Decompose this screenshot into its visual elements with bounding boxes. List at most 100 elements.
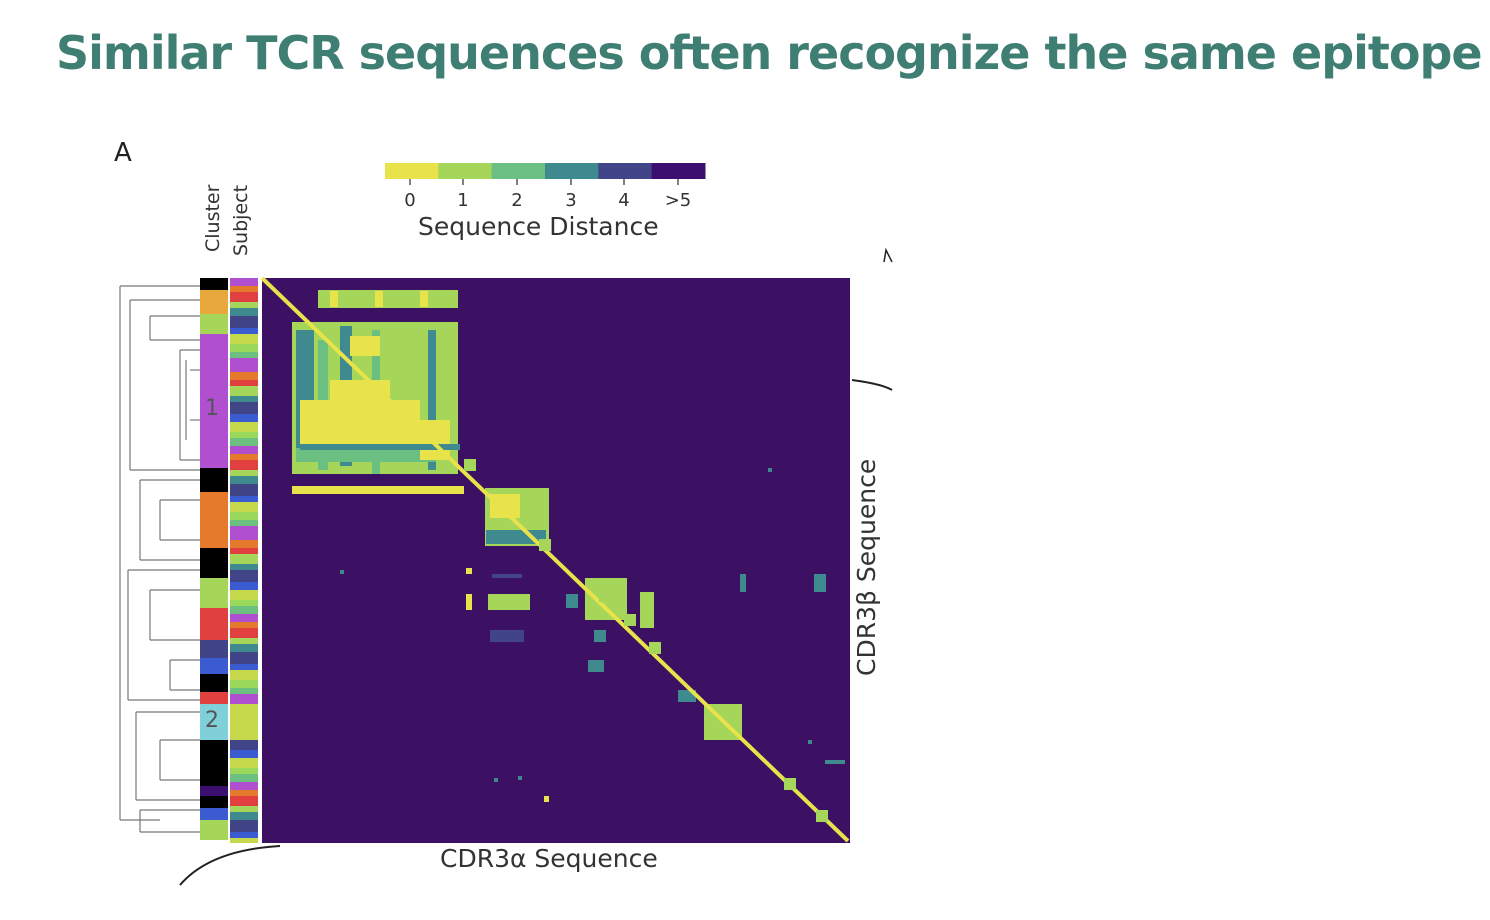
- colorbar-swatch-0: [385, 163, 439, 179]
- off-diagonal-cell-18: [300, 444, 460, 450]
- subject-band-49: [230, 688, 258, 694]
- colorbar-label: Sequence Distance: [418, 212, 659, 241]
- subject-band-46: [230, 664, 258, 670]
- subject-band-27: [230, 502, 258, 512]
- cluster-band-18: [200, 820, 228, 840]
- subject-band-14: [230, 396, 258, 402]
- diagonal-box-2: [649, 642, 661, 654]
- subject-band-2: [230, 292, 258, 302]
- subject-band-21: [230, 454, 258, 460]
- subject-band-35: [230, 570, 258, 582]
- subject-band-48: [230, 680, 258, 688]
- subject-band-15: [230, 402, 258, 414]
- subject-band-26: [230, 496, 258, 502]
- subject-band-cluster2: [230, 704, 258, 740]
- cluster-band-17: [200, 808, 228, 820]
- subject-band-57: [230, 758, 258, 768]
- subject-band-19: [230, 438, 258, 446]
- off-diagonal-cell-6: [588, 660, 604, 672]
- right-curve-mark: [851, 379, 893, 391]
- subject-band-61: [230, 790, 258, 796]
- off-diagonal-cell-17: [518, 776, 522, 780]
- subject-band-39: [230, 606, 258, 614]
- cluster-band-1: [200, 302, 228, 314]
- cluster-band-12: [200, 692, 228, 704]
- subject-band-63: [230, 806, 258, 812]
- cluster-band-0: [200, 290, 228, 302]
- subject-band-10: [230, 358, 258, 372]
- colorbar-tick-3: 3: [565, 190, 577, 211]
- subject-band-34: [230, 564, 258, 570]
- panel-label: A: [114, 138, 132, 168]
- cluster-band-3: [200, 334, 228, 468]
- subject-band-37: [230, 590, 258, 600]
- cluster-1-bottom-strip: [292, 486, 464, 494]
- cluster-1-top-strip-cell-1: [375, 291, 383, 307]
- subject-band-3: [230, 302, 258, 308]
- x-axis-label: CDR3α Sequence: [440, 844, 658, 873]
- off-diagonal-cell-0: [488, 594, 530, 610]
- off-diagonal-cell-8: [814, 574, 826, 592]
- cluster-1-cell-8: [296, 448, 436, 462]
- cluster-band-13: [200, 704, 228, 740]
- diagonal-box-4: [816, 810, 828, 822]
- cluster-1-label: 1: [205, 396, 219, 421]
- subject-band-33: [230, 554, 258, 564]
- colorbar-swatch-2: [491, 163, 546, 179]
- diagonal-box-0: [599, 590, 611, 602]
- cluster-band-16: [200, 796, 228, 808]
- subject-band-56: [230, 750, 258, 758]
- cluster-band-9: [200, 640, 228, 658]
- subject-band-0: [230, 278, 258, 286]
- subject-band-25: [230, 484, 258, 496]
- subject-band-65: [230, 820, 258, 832]
- subject-band-12: [230, 380, 258, 386]
- subject-band-36: [230, 582, 258, 590]
- diagonal-line: [260, 276, 850, 843]
- subject-band-16: [230, 414, 258, 422]
- cluster-2-label: 2: [205, 708, 219, 733]
- subject-band-44: [230, 644, 258, 652]
- colorbar-tick-1: 1: [457, 190, 469, 211]
- cluster-band-6: [200, 548, 228, 578]
- subject-band-40: [230, 614, 258, 622]
- off-diagonal-cell-10: [544, 796, 549, 802]
- cluster-band-4: [200, 468, 228, 492]
- off-diagonal-cell-14: [808, 740, 812, 744]
- cluster-1-top-strip: [318, 290, 458, 308]
- off-diagonal-cell-11: [340, 570, 344, 574]
- subject-band-5: [230, 316, 258, 328]
- subject-band-43: [230, 638, 258, 644]
- cluster-orange-cell-0: [490, 494, 520, 518]
- subject-band-47: [230, 670, 258, 680]
- cluster-band-5: [200, 492, 228, 548]
- slide-title: Similar TCR sequences often recognize th…: [56, 26, 1483, 80]
- subject-band-59: [230, 774, 258, 782]
- subject-band-8: [230, 344, 258, 352]
- colorbar-tick-0: 0: [404, 190, 416, 211]
- cluster-1-top-strip-cell-2: [420, 291, 428, 307]
- cluster-band-2: [200, 314, 228, 334]
- subject-band-38: [230, 600, 258, 606]
- subject-band-1: [230, 286, 258, 292]
- cluster-band-15: [200, 786, 228, 796]
- subject-band-17: [230, 422, 258, 432]
- bottom-curve-mark: [179, 845, 281, 886]
- off-diagonal-cell-3: [490, 630, 524, 642]
- subject-band-13: [230, 386, 258, 396]
- cluster-band-14: [200, 740, 228, 786]
- block-b: [640, 592, 654, 628]
- subject-band-29: [230, 520, 258, 526]
- subject-band-20: [230, 446, 258, 454]
- off-diagonal-cell-13: [825, 760, 845, 764]
- subject-band-31: [230, 540, 258, 548]
- off-diagonal-cell-5: [594, 630, 606, 642]
- cluster-col-top: [200, 278, 228, 290]
- y-axis-label: CDR3β Sequence: [852, 458, 881, 676]
- subject-band-9: [230, 352, 258, 358]
- off-diagonal-cell-1: [466, 594, 472, 610]
- colorbar-swatch-5: [651, 163, 706, 179]
- cluster-band-10: [200, 658, 228, 674]
- diagonal-box-5: [539, 539, 551, 551]
